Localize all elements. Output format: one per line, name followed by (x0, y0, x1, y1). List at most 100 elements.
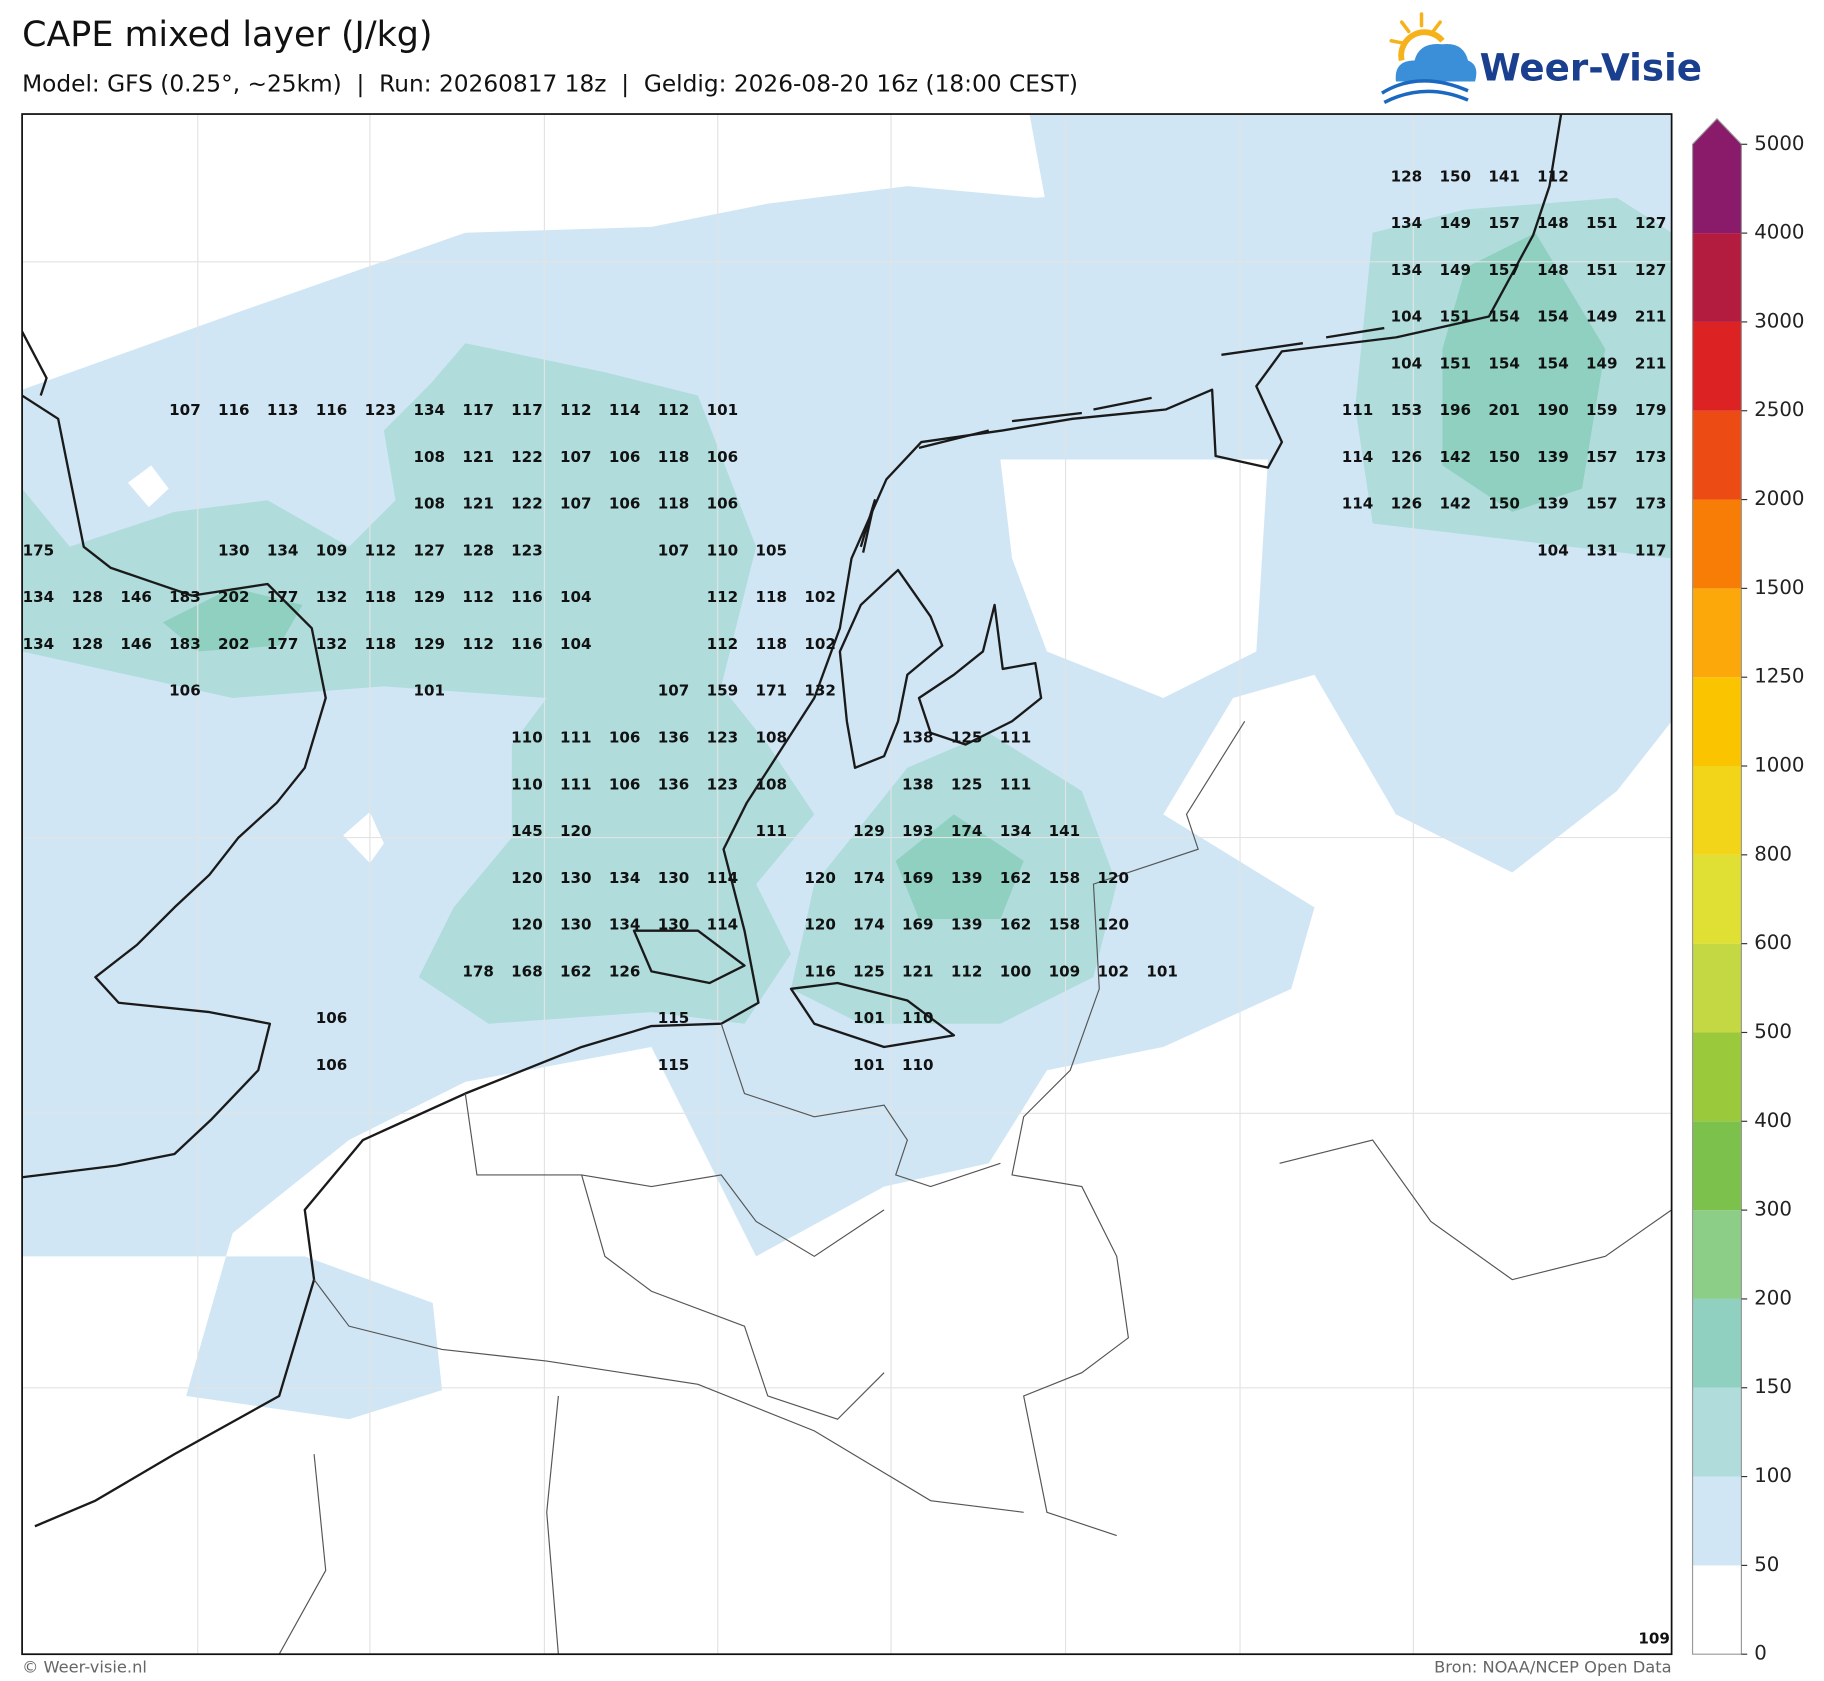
cape-value: 202 (218, 588, 250, 606)
cape-value: 134 (1000, 822, 1032, 840)
colorbar-label: 50 (1754, 1553, 1779, 1576)
cape-value: 196 (1439, 401, 1471, 419)
cape-value: 120 (511, 869, 543, 887)
cape-value: 101 (707, 401, 739, 419)
cape-value: 134 (23, 588, 55, 606)
cape-value: 173 (1635, 448, 1667, 466)
cape-value: 134 (413, 401, 445, 419)
cape-value: 154 (1537, 308, 1569, 326)
cape-value: 109 (316, 541, 348, 559)
cape-value: 111 (1000, 775, 1032, 793)
colorbar-label: 500 (1754, 1020, 1792, 1043)
cape-value: 111 (1000, 729, 1032, 747)
cape-value: 121 (462, 448, 494, 466)
cape-value: 154 (1488, 354, 1520, 372)
cape-value: 125 (853, 962, 885, 980)
cape-area (127, 465, 169, 508)
colorbar-outline (1691, 117, 1742, 1655)
cape-value: 131 (1586, 541, 1618, 559)
cape-value: 112 (462, 588, 494, 606)
cape-value: 114 (609, 401, 641, 419)
cape-value: 118 (365, 588, 397, 606)
cape-value: 114 (707, 869, 739, 887)
cape-value: 120 (1097, 869, 1129, 887)
cape-value: 175 (23, 541, 55, 559)
cape-value: 134 (1391, 214, 1423, 232)
cape-value: 142 (1439, 448, 1471, 466)
cape-value: 121 (902, 962, 934, 980)
cape-value: 159 (707, 682, 739, 700)
cape-value: 127 (1635, 214, 1667, 232)
cape-value: 100 (1000, 962, 1032, 980)
colorbar-segment (1692, 1387, 1742, 1477)
cape-value: 138 (902, 729, 934, 747)
cape-value: 107 (169, 401, 201, 419)
cape-value: 116 (316, 401, 348, 419)
cape-value: 139 (951, 916, 983, 934)
cape-value: 162 (1000, 869, 1032, 887)
cape-value: 118 (658, 448, 690, 466)
grid-lines (22, 114, 1672, 1655)
cape-value: 132 (804, 682, 836, 700)
cape-value: 130 (218, 541, 250, 559)
cape-value: 139 (951, 869, 983, 887)
cape-value: 107 (658, 541, 690, 559)
colorbar-segment (1692, 677, 1742, 767)
cape-value: 211 (1635, 354, 1667, 372)
colorbar-label: 2500 (1754, 398, 1804, 421)
cape-value: 154 (1488, 308, 1520, 326)
cape-value: 123 (365, 401, 397, 419)
cape-value: 134 (1391, 261, 1423, 279)
cape-value: 107 (658, 682, 690, 700)
cape-value: 126 (1391, 495, 1423, 513)
cape-value: 125 (951, 775, 983, 793)
cape-value: 138 (902, 775, 934, 793)
cape-value: 105 (755, 541, 787, 559)
cape-value: 202 (218, 635, 250, 653)
cape-value: 149 (1439, 214, 1471, 232)
colorbar-segment (1692, 854, 1742, 944)
map-area: 128 150 141 112 134 149 157 148 151 127 134 149 157 1… (22, 114, 1672, 1655)
cape-value: 104 (1391, 308, 1423, 326)
cape-value: 177 (267, 635, 299, 653)
cape-value: 130 (560, 869, 592, 887)
cape-value: 118 (755, 588, 787, 606)
cape-area (1442, 232, 1606, 512)
colorbar-label: 1250 (1754, 665, 1804, 688)
cape-value: 139 (1537, 448, 1569, 466)
colorbar-segment (1692, 1032, 1742, 1122)
cape-value: 174 (853, 869, 885, 887)
cape-value: 120 (560, 822, 592, 840)
cape-value: 108 (755, 775, 787, 793)
cape-value: 174 (853, 916, 885, 934)
cape-value: 193 (902, 822, 934, 840)
cape-value: 162 (560, 962, 592, 980)
cape-value: 117 (462, 401, 494, 419)
cape-value: 134 (23, 635, 55, 653)
cape-value: 157 (1586, 495, 1618, 513)
colorbar-segment (1692, 1476, 1742, 1566)
cape-value: 106 (169, 682, 201, 700)
cape-value: 110 (902, 1056, 934, 1074)
subtitle: Model: GFS (0.25°, ~25km) | Run: 2026081… (22, 70, 1078, 97)
cape-value: 127 (1635, 261, 1667, 279)
cape-value: 132 (316, 635, 348, 653)
cape-value: 130 (658, 869, 690, 887)
cape-value: 120 (511, 916, 543, 934)
cape-value: 123 (707, 775, 739, 793)
cape-value: 108 (755, 729, 787, 747)
colorbar-segment (1692, 943, 1742, 1033)
cape-value: 118 (755, 635, 787, 653)
cape-value: 179 (1635, 401, 1667, 419)
footer-right: Bron: NOAA/NCEP Open Data (1434, 1658, 1672, 1677)
cape-value: 111 (1342, 401, 1374, 419)
colorbar-label: 1500 (1754, 576, 1804, 599)
colorbar-label: 600 (1754, 931, 1792, 954)
cape-value: 110 (902, 1009, 934, 1027)
cape-value: 145 (511, 822, 543, 840)
colorbar-label: 200 (1754, 1286, 1792, 1309)
cape-value: 134 (609, 916, 641, 934)
cape-value: 128 (1391, 167, 1423, 185)
